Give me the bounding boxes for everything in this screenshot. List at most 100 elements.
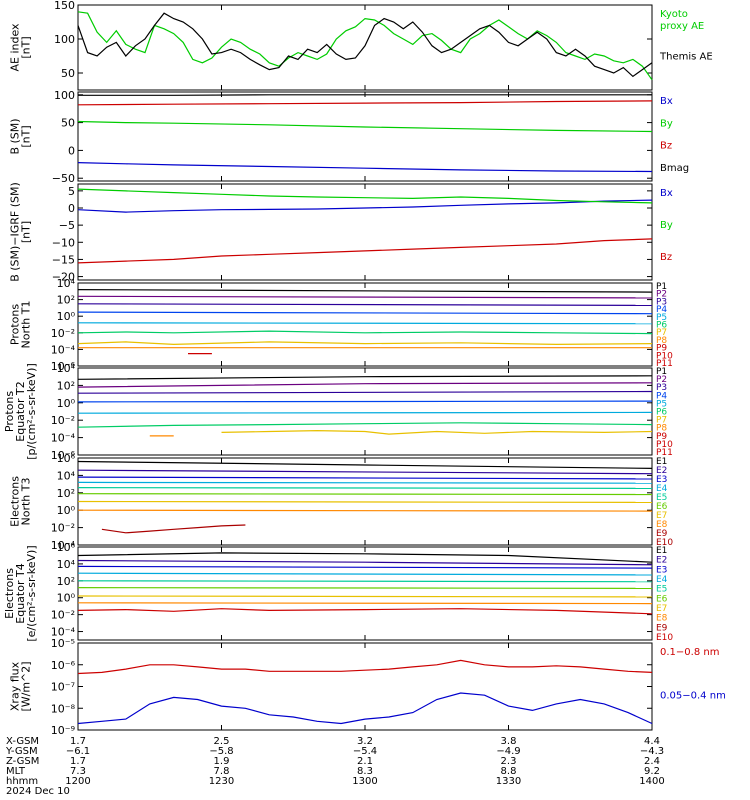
legend-entry: P9 (656, 432, 667, 442)
legend-entry: E4 (656, 575, 668, 585)
x-tick-value: 1.7 (70, 756, 86, 767)
x-row-label: Z-GSM (6, 756, 39, 767)
legend-entry: P11 (656, 359, 673, 369)
x-tick-value: 2.3 (501, 756, 517, 767)
legend-entry: P1 (656, 282, 667, 292)
series-line (77, 500, 653, 503)
series-line (77, 411, 653, 414)
x-tick-value: 1.9 (214, 756, 230, 767)
series-line (77, 289, 653, 293)
series-line (77, 375, 653, 380)
y-tick-label: 10⁻² (51, 522, 75, 535)
x-tick-value: 7.3 (70, 766, 86, 777)
legend-entry: Bz (660, 252, 672, 263)
y-tick-label: 10⁻⁸ (51, 702, 76, 715)
y-tick-label: 10⁻⁶ (51, 449, 76, 462)
legend-entry: E5 (656, 493, 667, 503)
y-tick-label: 100 (54, 89, 75, 102)
series-line (77, 422, 653, 428)
series-line (77, 12, 653, 78)
y-tick-label: 10⁰ (57, 592, 76, 605)
legend-entry: P3 (656, 297, 667, 307)
legend-entry: P10 (656, 351, 673, 361)
y-tick-label: 10⁴ (57, 558, 76, 571)
series-line (77, 608, 653, 615)
legend-entry: E7 (656, 604, 667, 614)
y-tick-label: 10⁴ (57, 469, 76, 482)
series-line (77, 586, 653, 590)
panel-bdiff: −20 −15 −10 −5 0 5 B (SM)−IGRF (SM)[nT] Bx By Bz (9, 182, 673, 283)
series-line (77, 487, 653, 489)
x-tick-value: −6.1 (66, 746, 90, 757)
y-axis-label: ElectronsNorth T3 (9, 476, 33, 527)
x-tick-value: −4.3 (640, 746, 664, 757)
y-tick-label: 10⁻⁴ (51, 626, 76, 639)
legend-entry: E10 (656, 538, 673, 548)
legend-entry: P7 (656, 416, 667, 426)
legend-entry: Bx (660, 188, 673, 199)
y-tick-label: −50 (52, 172, 75, 185)
panel-frame (77, 282, 653, 367)
x-tick-value: 1330 (496, 776, 521, 787)
y-tick-label: 10⁻⁶ (51, 360, 76, 373)
legend-entry: E6 (656, 502, 668, 512)
legend-entry: E7 (656, 511, 667, 521)
legend-entry: By (660, 118, 673, 129)
legend-entry: 0.1−0.8 nm (660, 647, 719, 658)
series-line (77, 493, 653, 496)
y-tick-label: −5 (59, 219, 75, 232)
y-tick-label: −10 (52, 236, 75, 249)
series-line (77, 692, 653, 725)
y-tick-label: 10² (57, 575, 75, 588)
legend-entry: P4 (656, 391, 667, 401)
legend-entry: P6 (656, 408, 667, 418)
series-line (77, 400, 653, 403)
y-tick-label: 10⁴ (57, 362, 76, 375)
y-tick-label: 10² (57, 487, 75, 500)
x-tick-value: 1200 (65, 776, 90, 787)
panel-protE: 10⁴ 10² 10⁰ 10⁻² 10⁻⁴ 10⁻⁶ ProtonsEquator T2[p… (3, 362, 673, 462)
legend-entry: P2 (656, 290, 667, 300)
panel-frame (77, 4, 653, 91)
legend-entry: E2 (656, 556, 667, 566)
legend-entry: P6 (656, 321, 667, 331)
series-line (77, 580, 653, 583)
series-line (77, 460, 653, 469)
x-tick-value: 3.8 (501, 736, 517, 747)
legend-entry: E9 (656, 529, 668, 539)
series-line (77, 341, 653, 346)
series-line (77, 476, 653, 480)
series-line (77, 469, 653, 475)
y-tick-label: 10⁻⁹ (51, 724, 75, 737)
y-tick-label: 10⁻⁴ (51, 539, 76, 552)
series-line (77, 390, 653, 394)
x-tick-value: 2.5 (214, 736, 230, 747)
series-line (221, 429, 653, 435)
series-line (77, 565, 653, 569)
x-tick-value: 3.2 (357, 736, 373, 747)
x-tick-value: −4.9 (496, 746, 520, 757)
x-tick-value: 7.8 (214, 766, 230, 777)
y-tick-label: 0 (68, 144, 75, 157)
y-axis-label: ElectronsEquator T4[e/(cm²-s-sr-keV)] (3, 545, 38, 641)
y-tick-label: −15 (52, 253, 75, 266)
series-line (77, 295, 653, 299)
legend-entry: E3 (656, 565, 667, 575)
y-tick-label: 10⁻² (51, 327, 75, 340)
legend-entry: E8 (656, 520, 668, 530)
y-tick-label: 50 (61, 67, 75, 80)
series-line (78, 94, 652, 96)
y-tick-label: −20 (52, 271, 75, 284)
legend-entry: P2 (656, 375, 667, 385)
x-tick-value: 1300 (352, 776, 377, 787)
series-line (77, 602, 653, 605)
legend-entry: E8 (656, 614, 668, 624)
y-tick-label: 10⁻⁴ (51, 343, 76, 356)
series-line (77, 188, 653, 204)
series-line (77, 11, 653, 81)
series-line (77, 162, 653, 173)
series-line (77, 311, 653, 315)
legend-entry: E3 (656, 475, 667, 485)
